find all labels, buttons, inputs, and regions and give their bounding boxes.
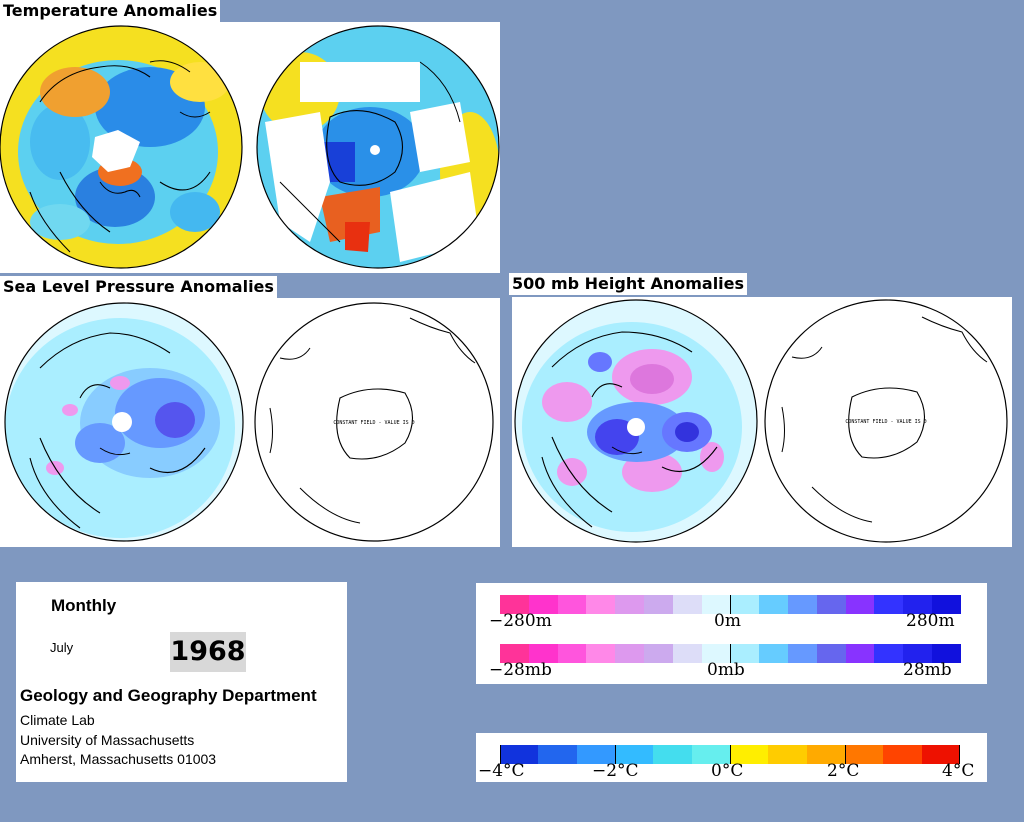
height-scale-swatch	[903, 595, 932, 614]
temp-label-neg4: −4°C	[478, 761, 525, 781]
temperature-scale-swatch	[845, 745, 884, 764]
period-label: Monthly	[51, 596, 117, 615]
temperature-color-scale	[500, 745, 961, 764]
temperature-scale-swatch	[500, 745, 539, 764]
height-scale-swatch	[701, 595, 731, 614]
pressure-scale-swatch	[903, 644, 932, 663]
pressure-scale-swatch	[730, 644, 760, 663]
temperature-scale-tick	[959, 745, 960, 764]
pressure-color-scale	[500, 644, 961, 663]
info-box: Monthly July 1968 Geology and Geography …	[16, 582, 347, 782]
pressure-max-label: 28mb	[903, 660, 952, 680]
temperature-scale-tick	[615, 745, 616, 764]
temperature-legend: −4°C −2°C 0°C 2°C 4°C	[476, 733, 987, 782]
year-display: 1968	[170, 632, 246, 672]
temperature-scale-swatch	[883, 745, 923, 764]
pressure-scale-swatch	[845, 644, 875, 663]
height-scale-swatch	[787, 595, 817, 614]
height-scale-swatch	[615, 595, 644, 614]
temperature-scale-swatch	[653, 745, 693, 764]
pressure-min-label: −28mb	[489, 660, 552, 680]
height-color-scale	[500, 595, 961, 614]
temperature-map-northern-hemisphere	[0, 26, 242, 268]
pressure-scale-swatch	[816, 644, 846, 663]
temperature-maps-panel	[0, 22, 500, 273]
height-scale-swatch	[557, 595, 587, 614]
height-pressure-legend: −280m 0m 280m −28mb 0mb 28mb	[476, 583, 987, 684]
height-mid-tick	[730, 595, 731, 614]
slp-map-northern-hemisphere	[5, 303, 243, 541]
height-min-label: −280m	[489, 611, 552, 631]
pressure-scale-swatch	[701, 644, 731, 663]
height-scale-swatch	[643, 595, 673, 614]
temp-label-0: 0°C	[711, 761, 744, 781]
height-scale-swatch	[730, 595, 760, 614]
temperature-scale-tick	[500, 745, 501, 764]
pressure-mid-tick	[730, 644, 731, 663]
height-scale-swatch	[586, 595, 616, 614]
lab-name: Climate Lab	[20, 712, 95, 728]
pressure-scale-swatch	[615, 644, 644, 663]
pressure-scale-swatch	[643, 644, 673, 663]
pressure-mid-label: 0mb	[707, 660, 745, 680]
pressure-scale-swatch	[874, 644, 904, 663]
temp-label-neg2: −2°C	[592, 761, 639, 781]
height-scale-swatch	[931, 595, 961, 614]
height500-anomalies-title: 500 mb Height Anomalies	[509, 273, 748, 295]
height-scale-swatch	[528, 595, 558, 614]
temperature-scale-swatch	[538, 745, 578, 764]
temperature-scale-swatch	[806, 745, 846, 764]
height-scale-swatch	[874, 595, 904, 614]
temperature-scale-tick	[845, 745, 846, 764]
height-max-label: 280m	[906, 611, 955, 631]
height500-map-southern-hemisphere: CONSTANT FIELD - VALUE IS 0	[764, 299, 1008, 543]
pressure-scale-swatch	[586, 644, 616, 663]
slp-anomalies-title: Sea Level Pressure Anomalies	[0, 276, 277, 298]
temp-label-4: 4°C	[942, 761, 975, 781]
temperature-scale-swatch	[768, 745, 808, 764]
temperature-scale-swatch	[730, 745, 769, 764]
height-scale-swatch	[672, 595, 702, 614]
slp-map-southern-hemisphere: CONSTANT FIELD - VALUE IS 0	[254, 302, 494, 542]
temperature-scale-swatch	[921, 745, 961, 764]
height-scale-swatch	[845, 595, 875, 614]
pressure-scale-swatch	[500, 644, 529, 663]
pressure-scale-swatch	[759, 644, 788, 663]
temperature-scale-swatch	[615, 745, 654, 764]
temp-label-2: 2°C	[827, 761, 860, 781]
height-scale-swatch	[759, 595, 788, 614]
height-scale-swatch	[500, 595, 529, 614]
height500-maps-panel: CONSTANT FIELD - VALUE IS 0	[512, 297, 1012, 547]
slp-maps-panel: CONSTANT FIELD - VALUE IS 0	[0, 298, 500, 547]
temperature-anomalies-title: Temperature Anomalies	[0, 0, 221, 22]
temperature-scale-swatch	[691, 745, 731, 764]
pressure-scale-swatch	[787, 644, 817, 663]
month-label: July	[50, 640, 74, 655]
department-name: Geology and Geography Department	[20, 686, 317, 705]
pressure-scale-swatch	[672, 644, 702, 663]
address-line: Amherst, Massachusetts 01003	[20, 751, 217, 767]
slp-constant-field-note: CONSTANT FIELD - VALUE IS 0	[333, 420, 414, 426]
pressure-scale-swatch	[557, 644, 587, 663]
temperature-scale-tick	[730, 745, 731, 764]
height-mid-label: 0m	[714, 611, 741, 631]
height-scale-swatch	[816, 595, 846, 614]
pressure-scale-swatch	[931, 644, 961, 663]
pressure-scale-swatch	[528, 644, 558, 663]
university-name: University of Massachusetts	[20, 732, 195, 748]
height500-constant-field-note: CONSTANT FIELD - VALUE IS 0	[845, 419, 926, 425]
temperature-scale-swatch	[576, 745, 616, 764]
height500-map-northern-hemisphere	[515, 300, 757, 542]
temperature-map-southern-hemisphere	[257, 26, 499, 268]
